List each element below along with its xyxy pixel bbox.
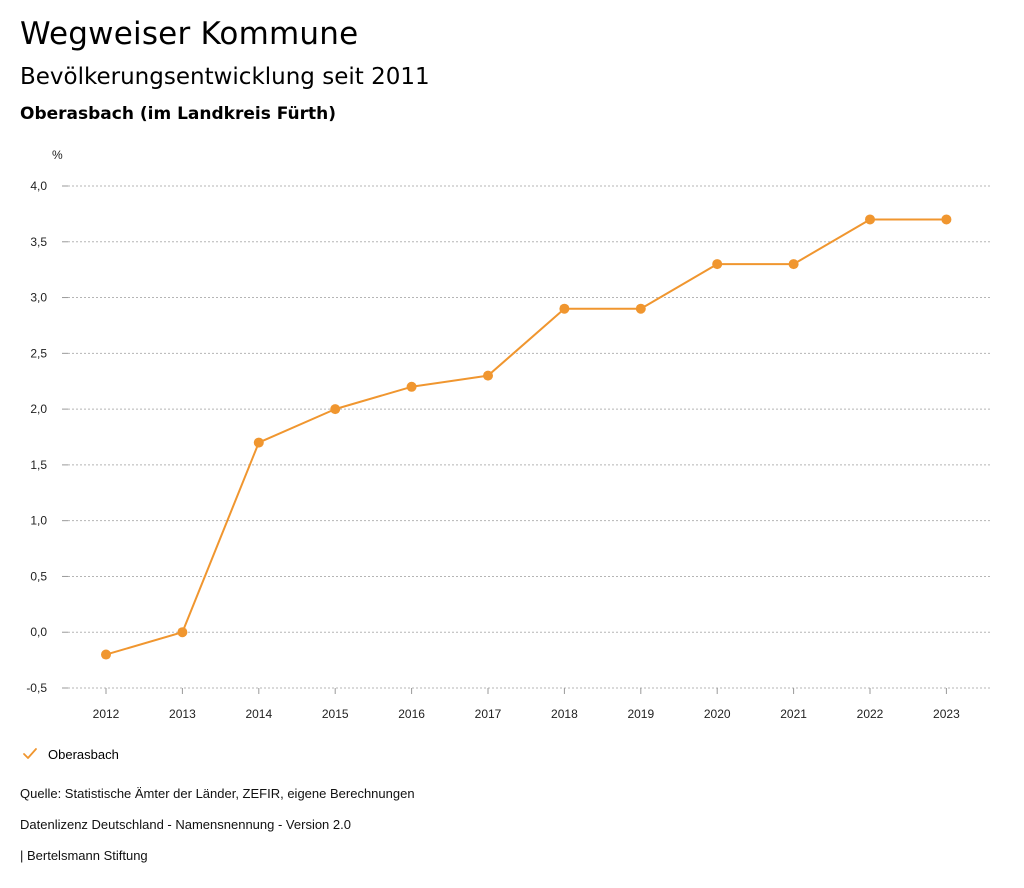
y-tick-label: 2,0	[30, 402, 47, 416]
y-tick-label: 3,5	[30, 235, 47, 249]
y-tick-label: 4,0	[30, 179, 47, 193]
x-tick-label: 2012	[93, 707, 120, 721]
x-tick-label: 2021	[780, 707, 807, 721]
data-point[interactable]	[559, 303, 570, 314]
data-point[interactable]	[330, 404, 341, 415]
y-tick-label: 0,5	[30, 569, 47, 583]
data-point[interactable]	[177, 627, 188, 638]
checkmark-icon	[23, 748, 37, 759]
data-point[interactable]	[865, 214, 875, 225]
x-axis-ticks: 2012 2013 2014 2015 2016 2017 2018 2019 2020 2021…	[93, 688, 960, 721]
x-tick-label: 2022	[857, 707, 884, 721]
y-tick-label: 0,0	[30, 625, 47, 639]
line-chart: % 4,03,53,02,52,01,51,00,50,0-0,5 2012 20…	[26, 148, 990, 721]
data-point[interactable]	[788, 259, 799, 270]
x-tick-label: 2023	[933, 707, 960, 721]
series-line	[105, 218, 947, 656]
region-name: Oberasbach (im Landkreis Fürth)	[20, 104, 337, 124]
data-point[interactable]	[101, 649, 111, 660]
chart-subtitle: Bevölkerungsentwicklung seit 2011	[20, 64, 430, 90]
data-point[interactable]	[483, 370, 493, 381]
license-note: Datenlizenz Deutschland - Namensnennung …	[20, 817, 351, 832]
y-tick-label: -0,5	[26, 681, 47, 695]
y-axis-ticks: 4,0 3,5 3,0 2,5 2,0 1,5 1,0 0,5 0,0 -0,5	[26, 179, 68, 695]
x-tick-label: 2015	[322, 707, 349, 721]
data-point[interactable]	[253, 437, 264, 448]
y-tick-label: 2,5	[30, 346, 47, 360]
y-tick-label: 1,0	[30, 514, 47, 528]
data-point[interactable]	[406, 381, 417, 392]
y-tick-label: 1,5	[30, 458, 47, 472]
x-tick-label: 2020	[704, 707, 731, 721]
x-tick-label: 2019	[627, 707, 654, 721]
page-title: Wegweiser Kommune	[20, 16, 359, 52]
publisher-note: | Bertelsmann Stiftung	[20, 848, 148, 863]
data-point[interactable]	[635, 303, 646, 314]
x-tick-label: 2017	[475, 707, 502, 721]
x-tick-label: 2014	[245, 707, 272, 721]
data-point[interactable]	[941, 214, 952, 225]
x-tick-label: 2018	[551, 707, 578, 721]
gridlines	[68, 185, 990, 689]
data-point[interactable]	[712, 259, 723, 270]
legend-label: Oberasbach	[48, 746, 119, 762]
series-oberasbach	[101, 214, 952, 660]
y-tick-label: 3,0	[30, 291, 47, 305]
source-note: Quelle: Statistische Ämter der Länder, Z…	[20, 786, 415, 801]
x-tick-label: 2016	[398, 707, 425, 721]
chart-legend[interactable]: Oberasbach	[22, 744, 119, 764]
y-axis-unit-label: %	[52, 148, 63, 162]
x-tick-label: 2013	[169, 707, 196, 721]
